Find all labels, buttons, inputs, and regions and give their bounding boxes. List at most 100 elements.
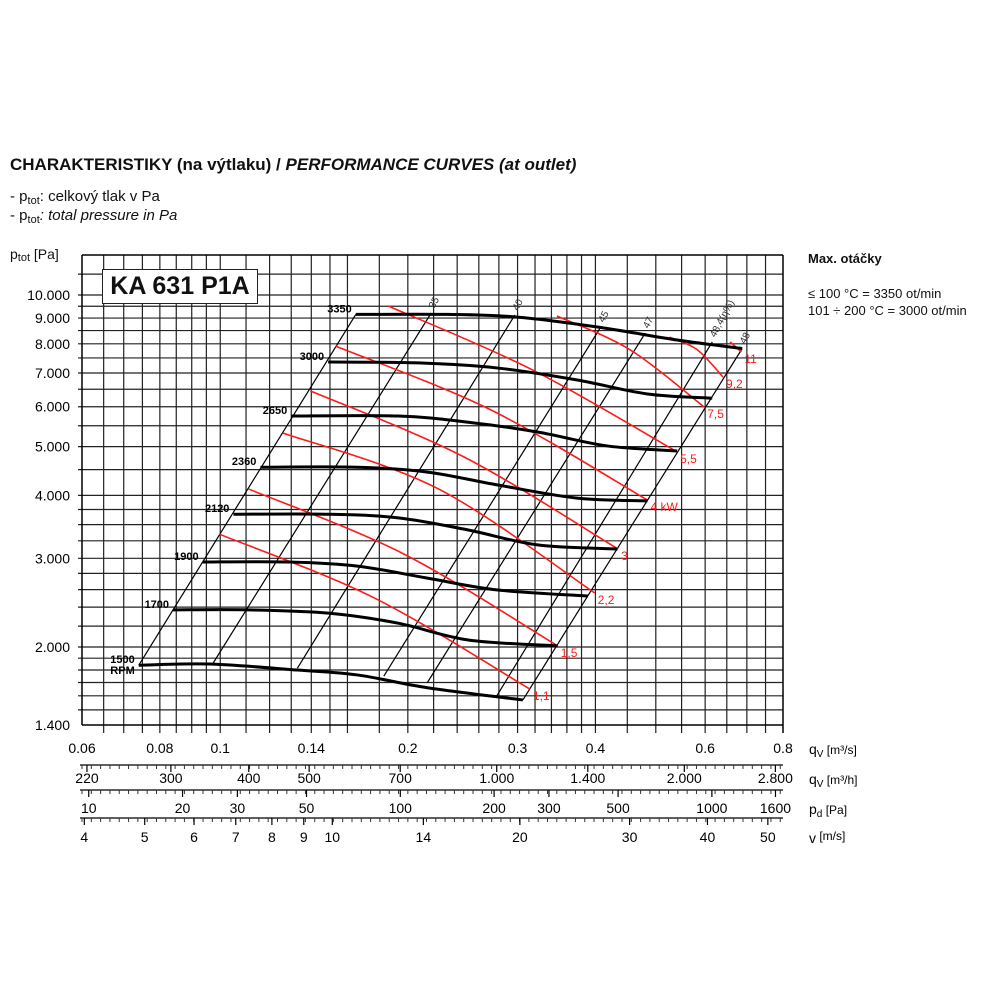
speed-curve xyxy=(202,560,588,598)
heading-english: PERFORMANCE CURVES (at outlet) xyxy=(285,155,577,174)
speed-curve xyxy=(355,312,743,350)
legend-text: : celkový tlak v Pa xyxy=(39,188,160,205)
speed-curve xyxy=(328,360,713,400)
y-tick-label: 7.000 xyxy=(35,365,70,381)
x-tick-label: 10 xyxy=(81,800,97,816)
power-line xyxy=(335,345,648,501)
x-tick-label: 30 xyxy=(230,800,246,816)
speed-label: 2360 xyxy=(232,456,256,468)
speed-label: 2120 xyxy=(205,503,229,515)
x-tick-label: 400 xyxy=(237,770,261,786)
x-tick-label: 0.08 xyxy=(146,740,173,756)
power-label: 1,5 xyxy=(561,646,578,660)
axis-symbol: q xyxy=(809,771,817,787)
y-tick-label: 3.000 xyxy=(35,550,70,566)
speed-curve xyxy=(173,608,558,648)
legend-line-en: - ptot: total pressure in Pa xyxy=(10,207,177,226)
power-line xyxy=(310,390,619,550)
x-tick-label: 6 xyxy=(190,829,198,845)
power-label: 9,2 xyxy=(726,377,743,391)
y-tick-label: 4.000 xyxy=(35,487,70,503)
efficiency-line xyxy=(296,314,516,669)
x-tick-label: 5 xyxy=(141,829,149,845)
x-tick-label: 0.06 xyxy=(68,740,95,756)
power-line xyxy=(248,488,559,647)
axis-symbol: q xyxy=(809,741,817,757)
x-tick-label: 0.2 xyxy=(398,740,418,756)
x-tick-label: 200 xyxy=(482,800,506,816)
legend-symbol: p xyxy=(19,188,28,205)
x-tick-label: 10 xyxy=(324,829,340,845)
y-axis-label: ptot [Pa] xyxy=(10,246,59,264)
x-axis-label: pd [Pa] xyxy=(809,801,847,820)
speed-label: 3350 xyxy=(327,303,351,315)
x-tick-label: 8 xyxy=(268,829,276,845)
x-tick-label: 0.3 xyxy=(508,740,528,756)
x-tick-label: 500 xyxy=(297,770,321,786)
max-speed-line: 101 ÷ 200 °C = 3000 ot/min xyxy=(808,303,967,318)
efficiency-label: 45 xyxy=(597,309,612,324)
y-tick-label: 9.000 xyxy=(35,310,70,326)
power-label: 2,2 xyxy=(598,593,615,607)
power-label: 7,5 xyxy=(707,407,724,421)
power-line xyxy=(219,533,531,690)
x-tick-label: 40 xyxy=(700,829,716,845)
legend-line-cz: - ptot: celkový tlak v Pa xyxy=(10,188,160,207)
x-tick-label: 7 xyxy=(232,829,240,845)
power-label: 4 kW xyxy=(651,500,679,514)
axis-symbol: v xyxy=(809,830,816,846)
legend-symbol: p xyxy=(19,207,28,224)
efficiency-label: 47 xyxy=(641,315,656,330)
x-tick-label: 20 xyxy=(175,800,191,816)
x-axis-label: qV [m³/h] xyxy=(809,771,857,790)
efficiency-label: 40 xyxy=(511,297,526,312)
power-label: 3 xyxy=(621,549,628,563)
speed-curve xyxy=(260,465,648,503)
y-axis-symbol: p xyxy=(10,246,18,262)
x-tick-label: 9 xyxy=(300,829,308,845)
efficiency-label: 48 xyxy=(738,331,753,346)
x-axis-label: qV [m³/s] xyxy=(809,741,857,760)
x-tick-label: 220 xyxy=(75,770,99,786)
axis-unit: [m³/s] xyxy=(823,743,856,757)
axis-unit: [m/s] xyxy=(816,829,845,843)
x-tick-label: 50 xyxy=(299,800,315,816)
x-tick-label: 14 xyxy=(416,829,432,845)
power-label: 11 xyxy=(744,352,757,366)
max-speed-line: ≤ 100 °C = 3350 ot/min xyxy=(808,286,942,301)
legend-dash: - xyxy=(10,188,20,205)
legend-text: : total pressure in Pa xyxy=(39,207,178,224)
x-tick-label: 300 xyxy=(159,770,183,786)
x-tick-label: 50 xyxy=(760,829,776,845)
x-tick-label: 0.14 xyxy=(298,740,325,756)
power-label: 5,5 xyxy=(680,452,697,466)
y-axis-subscript: tot xyxy=(17,252,31,264)
speed-unit-label: RPM xyxy=(110,665,134,677)
efficiency-label: 35 xyxy=(427,295,442,310)
efficiency-line xyxy=(522,348,743,701)
x-tick-label: 2.800 xyxy=(758,770,793,786)
speed-label: 2650 xyxy=(263,405,287,417)
axis-symbol: p xyxy=(809,801,817,817)
x-tick-label: 0.6 xyxy=(695,740,715,756)
efficiency-line xyxy=(212,312,432,665)
x-tick-label: 30 xyxy=(622,829,638,845)
x-tick-label: 1600 xyxy=(760,800,791,816)
max-speed-title: Max. otáčky xyxy=(808,251,882,266)
speed-label: 3000 xyxy=(300,351,324,363)
y-tick-label: 2.000 xyxy=(35,639,70,655)
legend-subscript: tot xyxy=(27,195,40,207)
x-tick-label: 0.4 xyxy=(586,740,606,756)
power-line xyxy=(282,432,596,594)
x-tick-label: 100 xyxy=(389,800,413,816)
model-label: KA 631 P1A xyxy=(102,269,258,304)
x-tick-label: 700 xyxy=(389,770,413,786)
x-axis-label: v [m/s] xyxy=(809,829,845,846)
speed-curve xyxy=(233,512,618,551)
heading-czech: CHARAKTERISTIKY (na výtlaku) / xyxy=(10,155,286,174)
power-line xyxy=(387,305,678,453)
axis-subscript: V xyxy=(817,749,824,760)
axis-unit: [Pa] xyxy=(822,803,847,817)
x-tick-label: 0.8 xyxy=(773,740,793,756)
